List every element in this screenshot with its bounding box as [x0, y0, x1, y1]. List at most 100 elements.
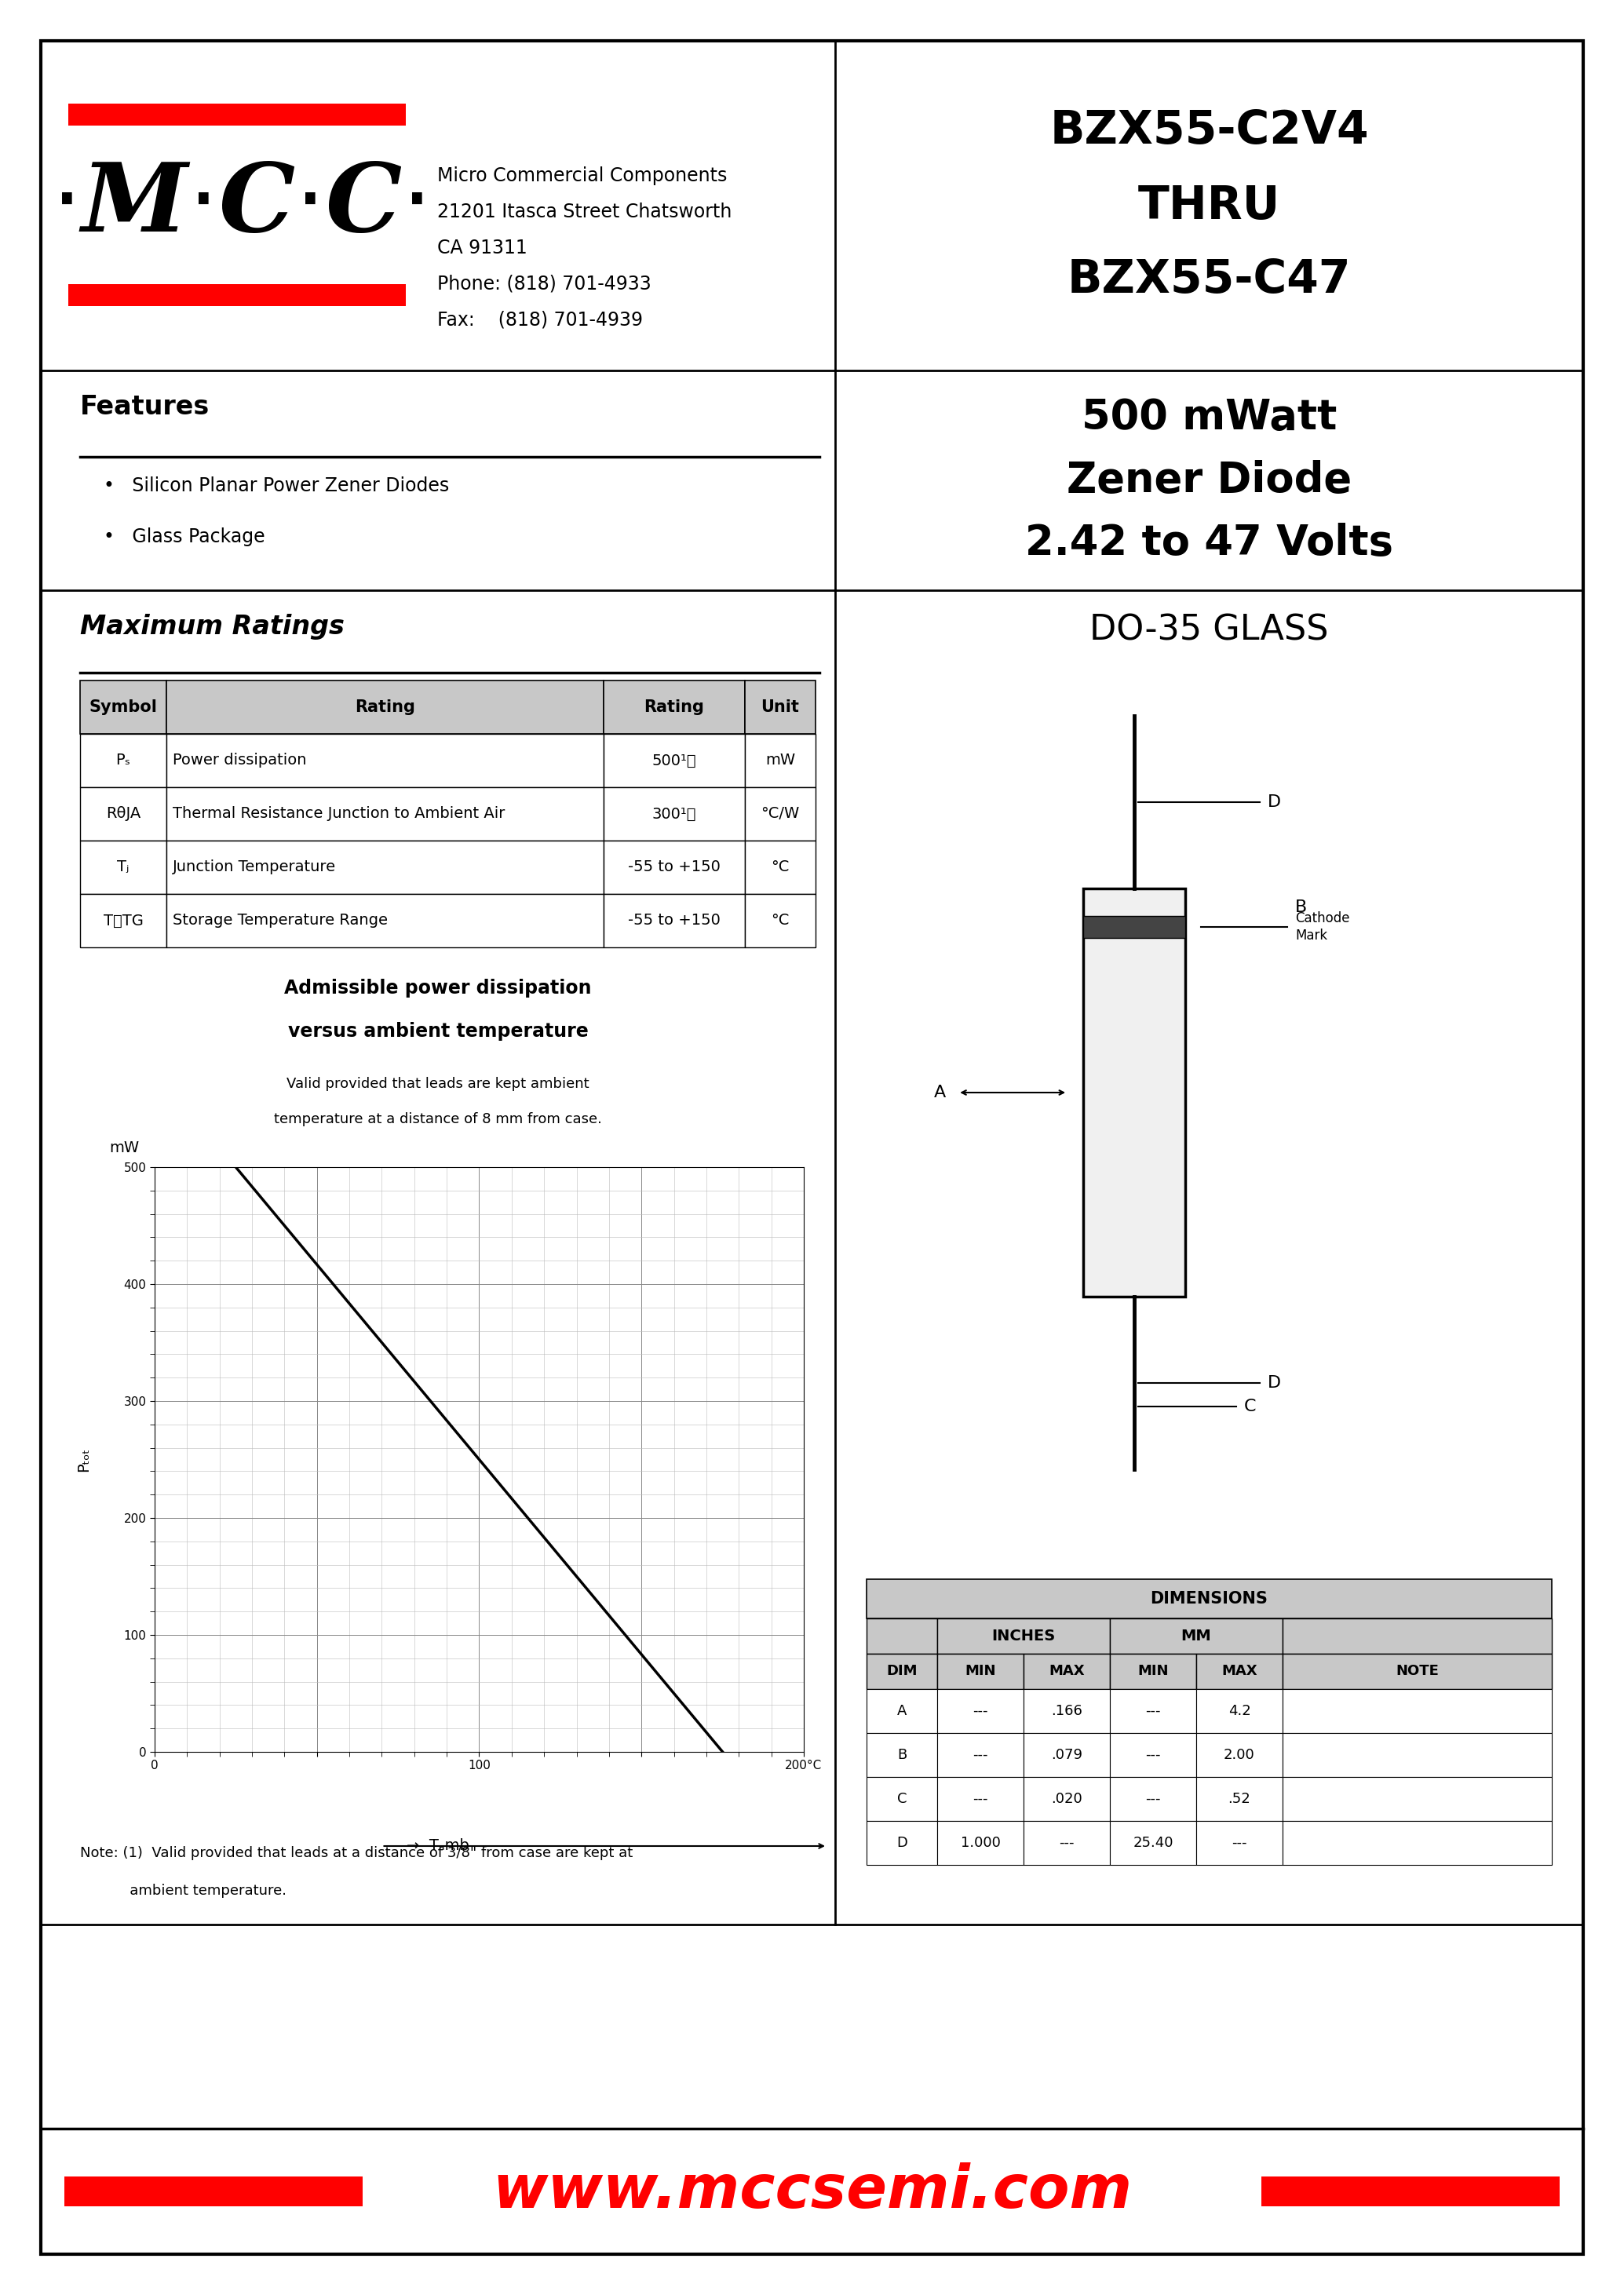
Text: DIMENSIONS: DIMENSIONS	[1150, 1590, 1268, 1606]
Bar	[1109, 1776, 1197, 1820]
Bar	[937, 1689, 1023, 1733]
Text: .079: .079	[1051, 1749, 1082, 1763]
Text: Zener Diode: Zener Diode	[1067, 459, 1351, 500]
Text: .020: .020	[1051, 1792, 1082, 1806]
Bar	[1109, 1655, 1197, 1689]
Bar	[1023, 1733, 1109, 1776]
Text: ---: ---	[1145, 1749, 1161, 1763]
Text: MIN: MIN	[965, 1664, 996, 1678]
Text: Fax:    (818) 701-4939: Fax: (818) 701-4939	[437, 310, 643, 330]
Text: Maximum Ratings: Maximum Ratings	[80, 613, 344, 640]
Text: A: A	[896, 1703, 906, 1719]
Text: .166: .166	[1051, 1703, 1082, 1719]
Bar	[745, 682, 815, 734]
Text: .52: .52	[1228, 1792, 1250, 1806]
Bar	[1283, 1776, 1553, 1820]
Text: 500 mWatt: 500 mWatt	[1082, 397, 1337, 438]
Text: ---: ---	[1231, 1836, 1247, 1850]
Bar	[1083, 888, 1186, 1297]
Bar	[1023, 1689, 1109, 1733]
Text: D: D	[1268, 1375, 1281, 1391]
Bar	[166, 787, 604, 840]
Bar	[604, 787, 745, 840]
Bar	[1262, 2176, 1559, 2205]
Bar	[1109, 1820, 1197, 1866]
Text: 2.42 to 47 Volts: 2.42 to 47 Volts	[1025, 523, 1393, 565]
Text: Pₛ: Pₛ	[115, 753, 130, 769]
Text: Note: (1)  Valid provided that leads at a distance of 3/8" from case are kept at: Note: (1) Valid provided that leads at a…	[80, 1845, 633, 1861]
Text: ---: ---	[973, 1792, 987, 1806]
Text: B: B	[896, 1749, 906, 1763]
Text: versus ambient temperature: versus ambient temperature	[287, 1021, 588, 1040]
Text: C: C	[1244, 1398, 1257, 1414]
Bar	[867, 1820, 937, 1866]
Bar	[745, 734, 815, 787]
Bar	[867, 1618, 937, 1655]
Text: Thermal Resistance Junction to Ambient Air: Thermal Resistance Junction to Ambient A…	[172, 806, 505, 822]
Bar	[1197, 1733, 1283, 1776]
Bar	[1197, 1689, 1283, 1733]
Text: A: A	[934, 1086, 945, 1099]
Text: temperature at a distance of 8 mm from case.: temperature at a distance of 8 mm from c…	[274, 1113, 603, 1127]
Bar	[937, 1618, 1109, 1655]
Bar	[604, 895, 745, 948]
Text: Pₜₒₜ: Pₜₒₜ	[76, 1448, 91, 1471]
Bar	[1197, 1820, 1283, 1866]
Bar	[867, 1655, 937, 1689]
Text: THRU: THRU	[1138, 184, 1280, 227]
Text: 25.40: 25.40	[1134, 1836, 1173, 1850]
Text: Symbol: Symbol	[89, 700, 158, 716]
Text: RθJA: RθJA	[106, 806, 141, 822]
Text: °C: °C	[771, 913, 789, 927]
Text: DIM: DIM	[887, 1664, 918, 1678]
Bar	[1109, 1618, 1283, 1655]
Text: MAX: MAX	[1049, 1664, 1085, 1678]
Text: Phone: (818) 701-4933: Phone: (818) 701-4933	[437, 275, 651, 294]
Text: MIN: MIN	[1137, 1664, 1169, 1678]
Bar	[604, 682, 745, 734]
Text: B: B	[1296, 900, 1307, 916]
Text: D: D	[896, 1836, 908, 1850]
Bar	[604, 840, 745, 895]
Bar	[1283, 1689, 1553, 1733]
Bar	[1283, 1618, 1553, 1655]
Text: -55 to +150: -55 to +150	[628, 913, 721, 927]
Bar	[867, 1733, 937, 1776]
Text: ---: ---	[1059, 1836, 1075, 1850]
Bar	[1283, 1655, 1553, 1689]
Text: Features: Features	[80, 395, 209, 420]
Bar	[1083, 916, 1186, 939]
Bar	[1109, 1689, 1197, 1733]
Bar	[1197, 1655, 1283, 1689]
Bar	[937, 1655, 1023, 1689]
Bar	[867, 1776, 937, 1820]
Text: www.mccsemi.com: www.mccsemi.com	[492, 2162, 1132, 2222]
Text: Micro Commercial Components: Micro Commercial Components	[437, 168, 728, 186]
Bar	[166, 895, 604, 948]
Text: mW: mW	[109, 1141, 140, 1154]
Text: T₞TG: T₞TG	[104, 913, 143, 927]
Text: Rating: Rating	[354, 700, 416, 716]
Text: Unit: Unit	[762, 700, 799, 716]
Bar	[937, 1776, 1023, 1820]
Text: Rating: Rating	[645, 700, 705, 716]
Text: Cathode
Mark: Cathode Mark	[1296, 911, 1350, 943]
Text: •   Silicon Planar Power Zener Diodes: • Silicon Planar Power Zener Diodes	[104, 477, 450, 496]
Text: DO-35 GLASS: DO-35 GLASS	[1090, 613, 1328, 647]
Bar	[166, 734, 604, 787]
Bar	[1023, 1655, 1109, 1689]
Text: BZX55-C2V4: BZX55-C2V4	[1049, 108, 1369, 154]
Bar	[937, 1820, 1023, 1866]
Text: 500¹⦳: 500¹⦳	[651, 753, 697, 769]
Text: 1.000: 1.000	[960, 1836, 1000, 1850]
Bar	[65, 2176, 362, 2205]
Bar	[80, 682, 166, 734]
Bar	[604, 734, 745, 787]
Text: NOTE: NOTE	[1395, 1664, 1439, 1678]
Bar	[166, 682, 604, 734]
Bar	[745, 840, 815, 895]
Text: Storage Temperature Range: Storage Temperature Range	[172, 913, 388, 927]
Bar	[68, 103, 406, 126]
Bar	[80, 895, 166, 948]
Bar	[1283, 1733, 1553, 1776]
